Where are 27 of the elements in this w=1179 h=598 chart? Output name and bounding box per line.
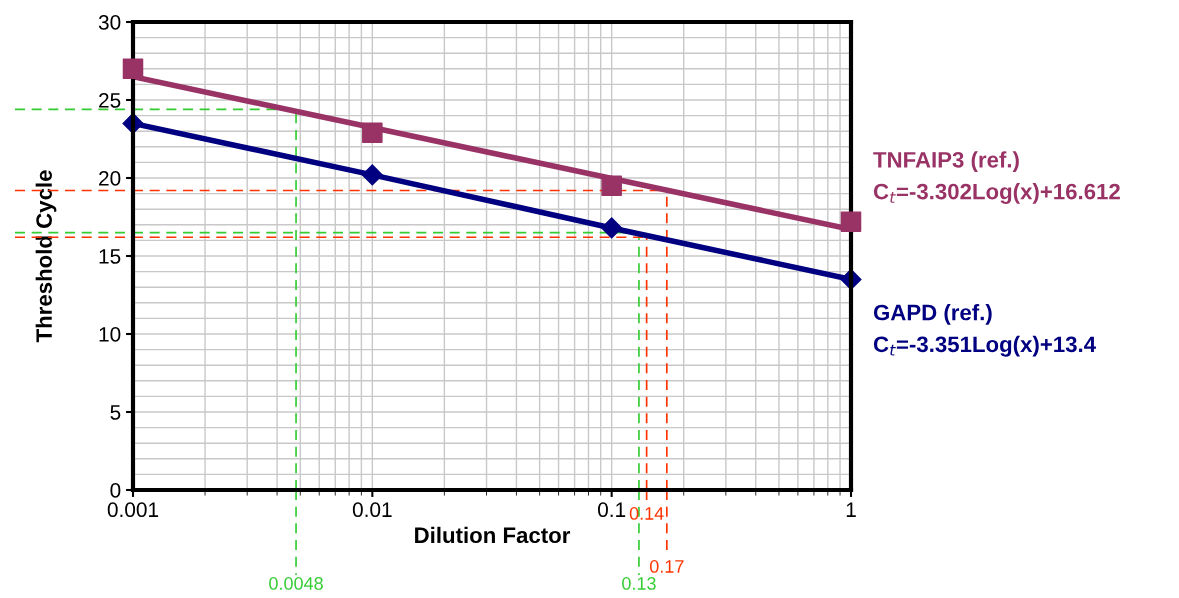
y-tick-label: 30	[98, 15, 121, 30]
point	[361, 164, 383, 186]
x-tick-label: 0.001	[107, 502, 159, 518]
point	[840, 211, 862, 232]
ref-line-label: 0.0048	[269, 577, 323, 590]
y-tick-label: 5	[110, 405, 121, 420]
ref-line-label: 0.13	[622, 577, 656, 590]
y-tick-label: 20	[99, 171, 121, 186]
text: C$_{t}$=-3.351Log(x)+13.4	[873, 335, 1096, 357]
point	[122, 58, 144, 80]
y-tick-label: 0	[110, 483, 121, 498]
x-tick-label: 0.01	[352, 502, 392, 518]
y-tick-label: 25	[99, 93, 121, 108]
text: C$_{t}$=-3.302Log(x)+16.612	[873, 183, 1120, 204]
x-tick-label: 0.1	[598, 502, 626, 518]
series-label: GAPD (ref.)	[873, 304, 992, 325]
y-tick-label: 10	[99, 327, 121, 342]
x-tick-label: 1	[846, 502, 856, 517]
point	[362, 122, 383, 144]
point	[601, 175, 622, 197]
y-axis-title: Threshold Cycle	[35, 170, 57, 343]
x-axis-title: Dilution Factor	[415, 526, 571, 544]
point	[601, 217, 623, 239]
y-tick-label: 15	[99, 249, 121, 264]
ref-line-label: 0.14	[629, 507, 664, 520]
series-label: TNFAIP3 (ref.)	[873, 151, 1019, 173]
ref-line-label: 0.17	[649, 560, 684, 573]
